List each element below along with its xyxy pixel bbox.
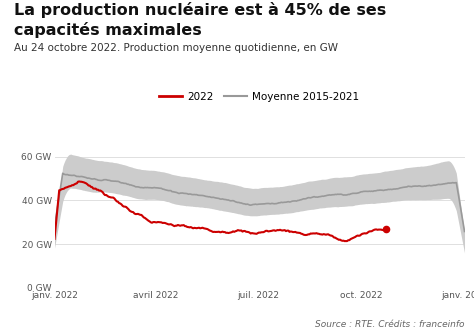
- Point: [382, 226, 390, 232]
- Text: capacités maximales: capacités maximales: [14, 22, 202, 37]
- Legend: 2022, Moyenne 2015-2021: 2022, Moyenne 2015-2021: [155, 88, 364, 106]
- Text: La production nucléaire est à 45% de ses: La production nucléaire est à 45% de ses: [14, 2, 386, 18]
- Text: Source : RTE. Crédits : franceinfo: Source : RTE. Crédits : franceinfo: [315, 320, 465, 329]
- Text: Au 24 octobre 2022. Production moyenne quotidienne, en GW: Au 24 octobre 2022. Production moyenne q…: [14, 43, 338, 53]
